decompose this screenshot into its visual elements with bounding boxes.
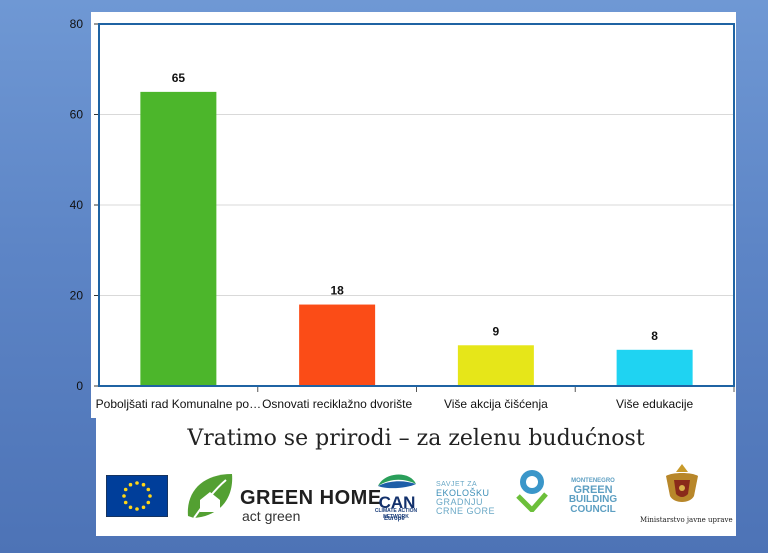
eu-star-icon [146,487,151,492]
mgbc-line1: MONTENEGRO [571,478,615,484]
bar-value-label: 18 [330,284,344,298]
coat-of-arms-icon [666,464,698,502]
x-axis-categories: Poboljšati rad Komunalne po… Osnovati rec… [96,386,735,411]
plot-frame [98,23,735,387]
can-sub: CLIMATE ACTION NETWORK [374,508,418,520]
bar [457,345,534,386]
tagline: Vratimo se prirodi – za zelenu budućnost [187,426,645,451]
bars: 65 18 9 8 [140,71,693,386]
x-category-label: Više akcija čišćenja [444,397,548,411]
mgbc-logo: MONTENEGRO GREEN BUILDING COUNCIL [558,478,628,515]
eu-star-icon [135,507,139,511]
savjet-line4: CRNE GORE [436,506,496,516]
savjet-line2: EKOLOŠKU [436,488,490,498]
y-tick-label: 60 [70,108,84,122]
mgbc-line3: BUILDING [568,494,618,505]
mgbc-line4: COUNCIL [570,504,616,515]
eu-star-icon [123,500,128,505]
bar [140,91,217,386]
footer-panel: Vratimo se prirodi – za zelenu budućnost [96,418,736,536]
bar-value-label: 65 [172,71,186,85]
mgbc-line2: GREEN [573,484,613,496]
green-home-name: GREEN HOME [240,487,382,509]
y-tick-label: 0 [76,379,83,393]
eu-star-icon [141,505,146,510]
bar-value-label: 8 [651,329,658,343]
eu-star-icon [122,494,126,498]
bar-value-label: 9 [493,324,500,338]
savjet-logo: SAVJET ZA EKOLOŠKU GRADNJU CRNE GORE [436,480,506,516]
savjet-line1: SAVJET ZA [436,481,478,488]
can-region: Europe [384,516,405,522]
eu-star-icon [128,505,133,510]
eu-star-icon [146,500,151,505]
green-home-sub: act green [242,508,301,524]
bar [299,304,376,386]
savjet-line3: GRADNJU [436,497,484,507]
ministry-name: Ministarstvo javne uprave [640,516,733,524]
y-tick-label: 80 [70,17,84,31]
eu-star-icon [123,487,128,492]
green-home-leaf-icon [187,474,233,519]
eu-star-icon [141,482,146,487]
eu-star-icon [148,494,152,498]
x-category-label: Osnovati reciklažno dvorište [262,397,412,411]
bar [616,349,693,386]
x-category-label: Više edukacije [616,397,693,411]
x-category-label: Poboljšati rad Komunalne po… [96,397,261,411]
eu-flag-logo [106,475,168,517]
eu-star-icon [135,481,139,485]
y-axis-ticks: 0 20 40 60 80 [70,17,99,393]
can-name: CAN [379,493,416,510]
y-tick-label: 40 [70,198,84,212]
eu-star-icon [128,482,133,487]
y-tick-label: 20 [70,289,84,303]
mgbc-emblem-icon [516,470,548,512]
can-logo: CAN [378,474,416,510]
